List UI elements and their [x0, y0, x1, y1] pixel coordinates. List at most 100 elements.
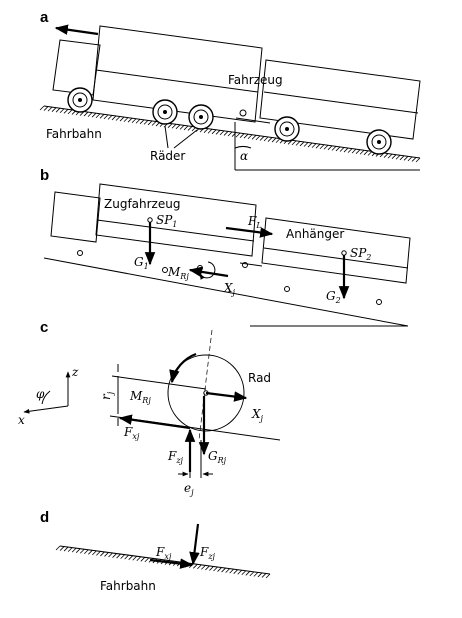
- road-hatch-stroke: [187, 126, 193, 131]
- label-alpha: α: [240, 149, 248, 163]
- label-axis-z: z: [71, 365, 79, 379]
- road-hatch-stroke: [241, 570, 247, 576]
- panel-letter-a: a: [40, 9, 49, 26]
- center-of-gravity-2: [341, 250, 347, 256]
- road-hatch-stroke: [391, 154, 397, 159]
- road-hatch-stroke: [233, 569, 238, 574]
- hitch-b: [242, 262, 248, 268]
- road-hatch-stroke: [235, 132, 241, 138]
- road-hatch-stroke: [363, 150, 369, 156]
- wheel: [366, 129, 392, 155]
- road-hatch-stroke: [415, 157, 421, 163]
- label-vehicle: Fahrzeug: [228, 73, 283, 87]
- road-hatch-stroke: [59, 108, 65, 114]
- wheel-hub-marker: [77, 250, 83, 256]
- road-hatch-stroke: [295, 141, 301, 146]
- label-sp1: SP1: [156, 213, 177, 229]
- hitch-a: [239, 109, 247, 117]
- road-hatch-stroke: [311, 143, 317, 148]
- force-arrow-fzj-d: [189, 523, 200, 566]
- road-hatch-stroke: [291, 140, 297, 146]
- road-hatch-stroke: [197, 564, 202, 570]
- road-hatch-stroke: [104, 552, 109, 557]
- road-hatch-stroke: [205, 565, 210, 571]
- panel-a: a Fahrzeug Fa: [39, 9, 421, 171]
- road-hatch-stroke: [175, 124, 181, 130]
- road-hatch-stroke: [99, 114, 105, 119]
- road-hatch-stroke: [167, 123, 173, 128]
- road-hatch-stroke: [275, 138, 281, 143]
- road-hatch-stroke: [171, 123, 177, 129]
- road-hatch-stroke: [403, 156, 409, 161]
- wheel-hub-marker: [197, 265, 203, 271]
- label-fl: FL: [247, 214, 262, 230]
- road-hatch-stroke: [247, 134, 253, 140]
- road-hatch-stroke: [63, 546, 69, 552]
- road-hatch-stroke: [209, 566, 214, 571]
- road-hatch-stroke: [243, 133, 249, 139]
- road-hatch-stroke: [143, 120, 149, 125]
- travel-direction-arrow: [54, 24, 99, 36]
- road-hatch-stroke: [147, 120, 153, 126]
- road-hatch-stroke: [75, 548, 81, 553]
- label-mrj-c: MRj: [129, 389, 151, 405]
- road-hatch-stroke: [140, 557, 146, 562]
- road-hatch-stroke: [399, 155, 405, 161]
- drawbar-b: [239, 262, 263, 267]
- road-hatch-stroke: [47, 106, 53, 112]
- trailer-body: [259, 59, 421, 140]
- road-hatch-stroke: [108, 552, 113, 558]
- road-hatch-stroke: [323, 144, 329, 150]
- road-hatch-stroke: [116, 553, 121, 559]
- road-hatch-stroke: [267, 137, 273, 142]
- road-hatch-stroke: [225, 568, 230, 573]
- road-hatch-stroke: [411, 157, 417, 162]
- label-sp2: SP2: [350, 246, 371, 262]
- road-hatch-stroke: [395, 154, 401, 160]
- road-hatch-stroke: [307, 142, 313, 148]
- road-hatch-stroke: [331, 146, 337, 151]
- road-hatch-stroke: [128, 555, 133, 560]
- road-hatch-stroke: [96, 551, 101, 556]
- road-hatch-stroke: [257, 572, 263, 578]
- road-hatch-stroke: [359, 149, 365, 155]
- road-hatch-stroke: [271, 137, 277, 143]
- road-hatch-stroke: [201, 565, 206, 570]
- panel-b: b Zugfahrzeug Anhänger SP1 G1: [40, 167, 411, 327]
- road-hatch-stroke: [211, 129, 217, 135]
- road-hatch-stroke: [251, 135, 257, 140]
- label-road-d: Fahrbahn: [100, 579, 156, 593]
- road-hatch-stroke: [111, 115, 117, 121]
- road-hatch-stroke: [319, 144, 325, 150]
- road-hatch-stroke: [265, 573, 271, 579]
- label-road: Fahrbahn: [46, 127, 102, 141]
- road-hatch-stroke: [303, 142, 309, 147]
- label-mrj-b: MRj: [167, 265, 189, 281]
- label-g2: G2: [326, 289, 341, 305]
- wheel: [188, 104, 214, 130]
- road-hatch-stroke: [261, 573, 267, 578]
- wheel: [67, 87, 93, 113]
- road-hatch-stroke: [87, 112, 93, 117]
- label-ej: ej: [184, 481, 194, 497]
- road-hatch-stroke: [59, 546, 65, 551]
- road-hatch-stroke: [67, 109, 73, 115]
- panel-letter-d: d: [40, 509, 49, 526]
- road-hatch-stroke: [245, 571, 251, 576]
- towing-vehicle-outline: [50, 183, 257, 257]
- road-hatch-stroke: [213, 566, 218, 572]
- panel-d: d Fxj Fzj Fahrbahn: [40, 509, 271, 593]
- road-hatch-stroke: [223, 131, 229, 136]
- road-hatch-stroke: [123, 117, 129, 122]
- road-hatch-stroke: [263, 136, 269, 142]
- label-fxj-c: Fxj: [123, 425, 140, 441]
- road-hatch-stroke: [83, 549, 89, 555]
- road-hatch-stroke: [347, 148, 353, 153]
- road-hatch-stroke: [237, 569, 243, 575]
- road-hatch-stroke: [92, 550, 97, 556]
- road-hatch-stroke: [229, 568, 234, 574]
- road-hatch-stroke: [287, 140, 293, 145]
- road-hatch-stroke: [136, 556, 142, 562]
- truck-body: [52, 25, 263, 123]
